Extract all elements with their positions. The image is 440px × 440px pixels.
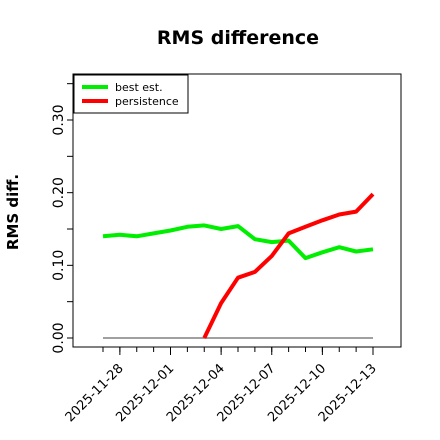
- y-tick-label: 0.30: [51, 104, 67, 135]
- legend-box: [73, 74, 189, 114]
- y-axis: 0.00 0.10 0.20 0.30: [51, 83, 74, 354]
- legend-label: best est.: [115, 81, 163, 94]
- series-line-persistence: [202, 192, 375, 339]
- x-axis: 2025-11-282025-12-012025-12-042025-12-07…: [63, 346, 380, 425]
- series-line-best-est-: [102, 223, 374, 261]
- y-tick-label: 0.10: [51, 250, 67, 281]
- y-tick-label: 0.00: [51, 322, 67, 353]
- legend-label: persistence: [115, 95, 179, 108]
- plot-area: [102, 192, 375, 339]
- chart-title: RMS difference: [157, 27, 319, 49]
- y-tick-label: 0.20: [51, 177, 67, 208]
- y-axis-label: RMS diff.: [4, 174, 22, 250]
- legend: best est.persistence: [73, 74, 189, 114]
